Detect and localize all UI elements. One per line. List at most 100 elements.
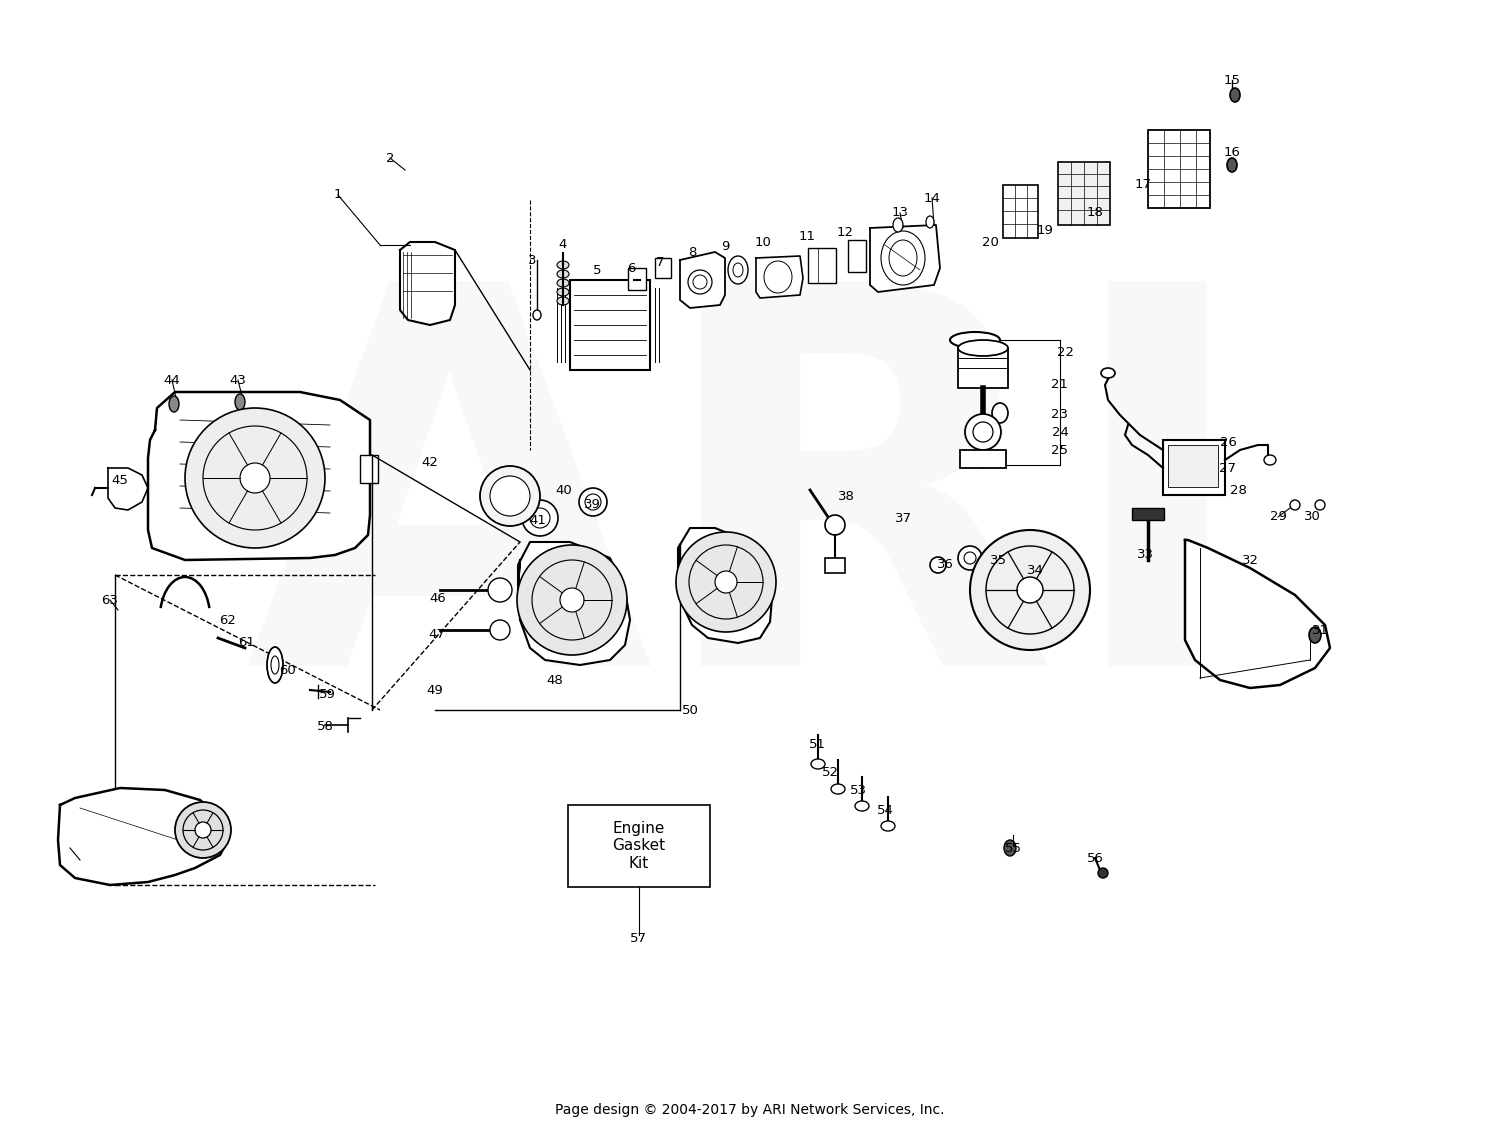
Text: 45: 45 (111, 473, 129, 487)
Ellipse shape (1004, 840, 1016, 856)
Text: 55: 55 (1005, 841, 1022, 854)
Text: 47: 47 (429, 628, 445, 642)
Ellipse shape (532, 310, 542, 320)
Ellipse shape (693, 276, 706, 289)
Text: 59: 59 (318, 689, 336, 701)
Ellipse shape (530, 509, 550, 528)
Ellipse shape (272, 656, 279, 674)
Ellipse shape (556, 270, 568, 278)
Ellipse shape (1230, 88, 1240, 102)
Text: 39: 39 (584, 498, 600, 512)
Bar (958, 348, 1008, 388)
Polygon shape (678, 528, 772, 643)
Polygon shape (400, 242, 454, 325)
Polygon shape (756, 256, 802, 298)
Text: 6: 6 (627, 262, 634, 274)
Ellipse shape (488, 577, 512, 602)
Text: 48: 48 (546, 674, 564, 687)
Ellipse shape (1101, 369, 1114, 378)
Ellipse shape (734, 263, 742, 277)
Ellipse shape (184, 408, 326, 548)
Text: 29: 29 (1269, 511, 1287, 523)
Text: 22: 22 (1056, 346, 1074, 358)
Ellipse shape (1017, 577, 1042, 603)
Text: 41: 41 (530, 513, 546, 527)
Bar (568, 805, 710, 887)
Ellipse shape (728, 256, 748, 284)
Text: 21: 21 (1052, 379, 1068, 391)
Ellipse shape (170, 396, 178, 412)
Bar (1168, 445, 1218, 487)
Text: 62: 62 (219, 613, 237, 627)
Text: Engine
Gasket
Kit: Engine Gasket Kit (612, 821, 666, 871)
Text: 44: 44 (164, 373, 180, 387)
Text: 5: 5 (592, 264, 602, 277)
Ellipse shape (1310, 627, 1322, 643)
Ellipse shape (585, 494, 602, 510)
Text: 28: 28 (1230, 483, 1246, 496)
Text: 26: 26 (1220, 435, 1236, 449)
Polygon shape (58, 788, 228, 885)
Text: 15: 15 (1224, 73, 1240, 86)
Text: 38: 38 (837, 490, 855, 504)
Ellipse shape (892, 218, 903, 232)
Ellipse shape (855, 801, 868, 810)
Text: ARI: ARI (244, 264, 1256, 776)
Text: 24: 24 (1052, 426, 1068, 439)
Text: 40: 40 (555, 483, 573, 496)
Text: 18: 18 (1086, 207, 1104, 219)
Bar (570, 280, 650, 370)
Bar (1058, 162, 1110, 225)
Ellipse shape (890, 240, 916, 276)
Ellipse shape (560, 588, 584, 612)
Text: 8: 8 (688, 247, 696, 259)
Ellipse shape (480, 466, 540, 526)
Ellipse shape (974, 422, 993, 442)
Ellipse shape (930, 557, 946, 573)
Text: 10: 10 (754, 235, 771, 248)
Text: 19: 19 (1036, 224, 1053, 236)
Text: 23: 23 (1052, 408, 1068, 420)
Text: 20: 20 (981, 236, 999, 249)
Ellipse shape (992, 554, 1008, 575)
Text: 13: 13 (891, 207, 909, 219)
Text: 1: 1 (333, 188, 342, 202)
Ellipse shape (240, 463, 270, 492)
Bar (1132, 509, 1164, 520)
Polygon shape (108, 468, 148, 510)
Ellipse shape (880, 231, 926, 285)
Bar (360, 455, 378, 483)
Ellipse shape (880, 821, 896, 831)
Ellipse shape (579, 488, 608, 515)
Bar (825, 558, 844, 573)
Bar (1162, 440, 1226, 495)
Text: Page design © 2004-2017 by ARI Network Services, Inc.: Page design © 2004-2017 by ARI Network S… (555, 1103, 945, 1117)
Text: 3: 3 (528, 254, 537, 266)
Ellipse shape (958, 340, 1008, 356)
Text: 61: 61 (238, 636, 255, 649)
Ellipse shape (556, 261, 568, 269)
Text: 43: 43 (230, 373, 246, 387)
Ellipse shape (490, 476, 530, 515)
Text: 16: 16 (1224, 146, 1240, 158)
Ellipse shape (970, 450, 994, 468)
Ellipse shape (1290, 501, 1300, 510)
Ellipse shape (1227, 158, 1238, 172)
Text: 56: 56 (1086, 852, 1104, 864)
Text: 12: 12 (837, 225, 854, 239)
Ellipse shape (556, 297, 568, 305)
Text: 35: 35 (990, 553, 1006, 566)
Ellipse shape (688, 270, 712, 294)
Ellipse shape (825, 515, 844, 535)
Text: 34: 34 (1026, 564, 1044, 576)
Bar (656, 258, 670, 278)
Text: 42: 42 (422, 456, 438, 468)
Ellipse shape (950, 332, 1000, 348)
Polygon shape (518, 542, 630, 665)
Text: 27: 27 (1220, 461, 1236, 474)
Text: 4: 4 (560, 239, 567, 251)
Ellipse shape (958, 546, 982, 571)
Text: 51: 51 (808, 738, 825, 752)
Ellipse shape (926, 216, 934, 228)
Bar (847, 240, 865, 272)
